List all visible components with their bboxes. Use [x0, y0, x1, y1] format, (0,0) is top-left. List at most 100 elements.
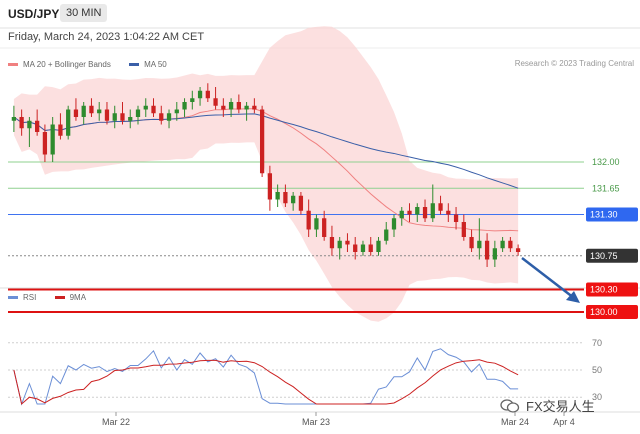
candle-body — [252, 105, 257, 110]
candle-body — [376, 240, 381, 252]
candle-body — [353, 244, 358, 252]
candle-body — [197, 90, 203, 99]
candle-body — [120, 113, 125, 121]
rsi-level-label: 70 — [592, 338, 602, 348]
candle-body — [283, 192, 288, 204]
legend-swatch — [54, 296, 65, 299]
legend-item-ma20: MA 20 + Bollinger Bands — [8, 60, 111, 69]
candle-body — [174, 109, 179, 114]
candle-body — [469, 237, 474, 249]
level-tag-2 — [586, 207, 638, 222]
rsi-level-label: 30 — [592, 392, 602, 402]
wechat-icon — [500, 398, 520, 413]
candle-body — [384, 229, 389, 241]
legend-item-rsi: RSI — [8, 293, 36, 302]
candle-body — [50, 124, 55, 155]
candle-body — [337, 240, 342, 249]
candle-body — [399, 210, 404, 219]
level-tag-4 — [586, 282, 638, 297]
candle-body — [42, 132, 48, 155]
watermark-text: FX交易人生 — [526, 399, 595, 414]
candle-body — [329, 237, 335, 249]
candle-body — [306, 210, 311, 230]
candle-body — [407, 210, 412, 215]
research-credit: Research © 2023 Trading Central — [514, 59, 634, 68]
candle-body — [166, 113, 172, 121]
candle-body — [500, 240, 505, 249]
candle-body — [275, 192, 280, 200]
chart-legend: MA 20 + Bollinger Bands MA 50 — [8, 59, 183, 69]
candle-body — [446, 210, 451, 215]
candle-body — [484, 240, 490, 260]
candle-body — [492, 248, 497, 260]
level-label-1: 131.65 — [592, 183, 620, 193]
candle-body — [453, 214, 459, 222]
watermark: FX交易人生 — [500, 396, 595, 415]
candle-body — [422, 207, 428, 219]
legend-swatch — [8, 63, 18, 66]
candle-body — [205, 90, 210, 99]
candle-body — [143, 105, 148, 110]
legend-swatch — [8, 296, 18, 299]
x-axis-label: Apr 4 — [553, 417, 575, 427]
candle-body — [35, 120, 40, 132]
candle-body — [228, 102, 234, 110]
candle-body — [438, 203, 443, 211]
chart-header: USD/JPY 30 MIN — [0, 0, 640, 28]
level-label-0: 132.00 — [592, 157, 620, 167]
legend-item-9ma: 9MA — [54, 293, 87, 302]
candle-body — [112, 113, 117, 121]
level-label-2: 131.30 — [590, 210, 618, 220]
candle-body — [368, 244, 373, 252]
forecast-arrow — [521, 257, 575, 299]
candle-body — [27, 120, 32, 129]
candle-body — [104, 109, 110, 121]
candle-body — [97, 109, 102, 114]
legend-item-ma50: MA 50 — [129, 60, 167, 69]
x-axis-label: Mar 24 — [501, 417, 529, 427]
candle-body — [415, 207, 420, 215]
legend-label: MA 50 — [144, 60, 167, 69]
candle-body — [508, 240, 513, 249]
candle-body — [135, 109, 141, 117]
rsi-line — [13, 348, 519, 406]
candle-body — [182, 102, 187, 110]
candle-body — [11, 117, 17, 121]
candle-body — [360, 244, 366, 252]
candle-body — [298, 195, 304, 211]
candle-body — [190, 98, 195, 102]
candle-body — [128, 117, 133, 121]
candle-body — [159, 113, 164, 121]
candle-body — [73, 109, 79, 117]
candle-body — [391, 218, 397, 230]
level-label-4: 130.30 — [590, 285, 618, 295]
candle-body — [66, 109, 71, 136]
x-axis-label: Mar 22 — [102, 417, 130, 427]
ma50-line — [13, 113, 519, 189]
legend-label: 9MA — [69, 293, 87, 302]
candle-body — [58, 124, 63, 136]
candle-body — [322, 218, 327, 237]
level-label-3: 130.75 — [590, 251, 618, 261]
symbol-label: USD/JPY — [8, 7, 60, 21]
candle-body — [267, 173, 273, 200]
chart-datetime: Friday, March 24, 2023 1:04:22 AM CET — [8, 31, 205, 43]
level-label-5: 130.00 — [590, 307, 618, 317]
timeframe-button[interactable]: 30 MIN — [60, 4, 108, 22]
candle-body — [236, 102, 241, 110]
candle-body — [461, 222, 466, 237]
candle-body — [291, 195, 296, 204]
candle-body — [477, 240, 482, 249]
legend-label: MA 20 + Bollinger Bands — [23, 60, 111, 69]
level-tag-5 — [586, 305, 638, 319]
bollinger-band — [13, 26, 519, 322]
candle-body — [19, 117, 24, 129]
legend-label: RSI — [23, 293, 37, 302]
candle-body — [430, 203, 435, 219]
candle-body — [221, 105, 226, 110]
forecast-arrowhead — [566, 291, 580, 303]
candle-body — [314, 218, 319, 230]
candle-body — [515, 248, 521, 252]
candle-body — [259, 109, 265, 174]
